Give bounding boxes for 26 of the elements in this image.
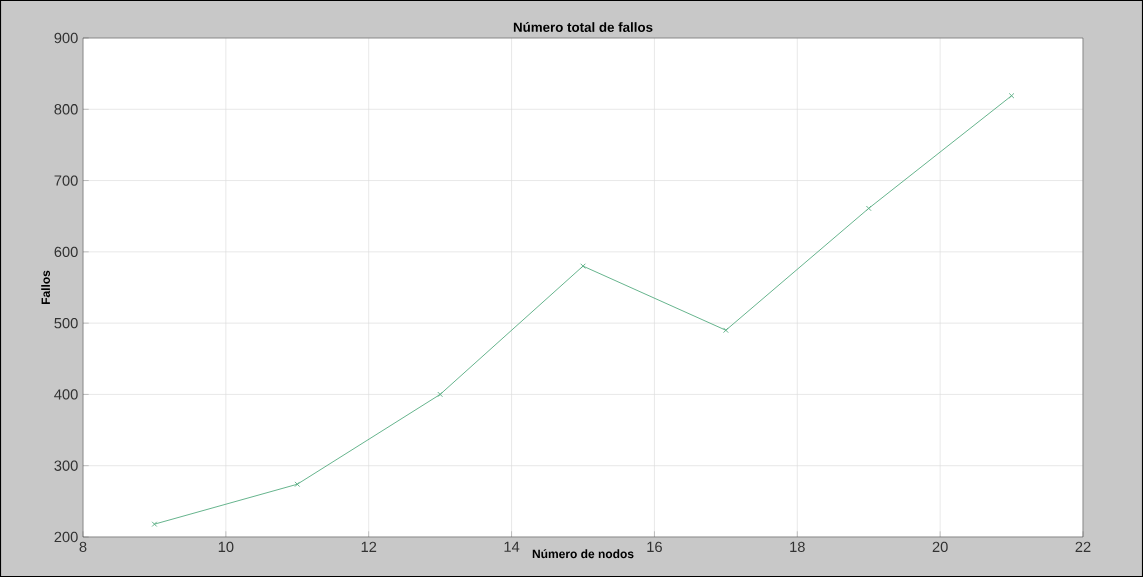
point: [151, 521, 158, 527]
x-tick-label: 14: [504, 541, 520, 552]
x-tick-label: 20: [932, 541, 948, 553]
x-tick-label: 12: [361, 541, 377, 552]
y-tick-label: 400: [54, 389, 78, 400]
point: [294, 481, 301, 488]
y-tick-label: 800: [54, 104, 78, 115]
y-tick-label: 500: [54, 317, 78, 329]
point: [723, 327, 729, 334]
x-tick-label: 8: [79, 541, 87, 553]
y-tick-label: 900: [54, 32, 78, 44]
x-axis-title: Número de nodos: [532, 549, 634, 559]
y-tick-label: 700: [54, 175, 78, 186]
x-tick-label: 10: [218, 541, 234, 553]
x-tick-label: 16: [647, 541, 662, 553]
point: [580, 263, 586, 269]
y-tick-label: 200: [54, 531, 78, 543]
chart-title: Número total de fallos: [513, 22, 653, 32]
point: [437, 391, 443, 398]
y-axis-title: Fallos: [41, 270, 51, 305]
x-tick-label: 18: [790, 541, 805, 553]
x-tick-label: 22: [1075, 541, 1091, 552]
y-tick-label: 300: [54, 460, 78, 471]
point: [865, 205, 872, 212]
y-tick-label: 600: [54, 246, 78, 258]
point: [1008, 92, 1015, 99]
